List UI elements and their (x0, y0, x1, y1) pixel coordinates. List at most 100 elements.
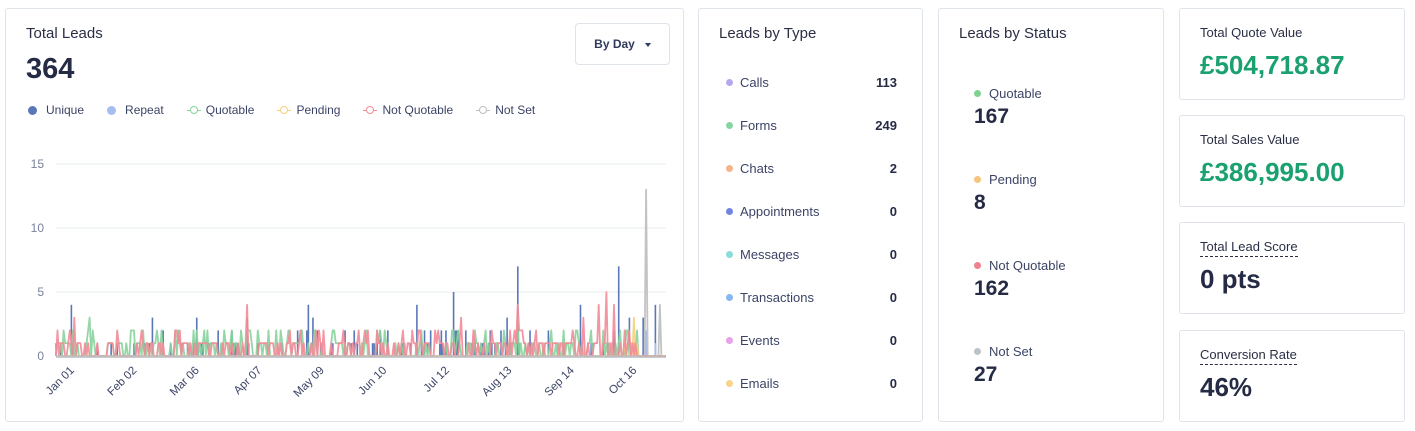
status-label: Quotable (989, 86, 1042, 101)
bar-repeat (645, 330, 648, 356)
bar-unique (491, 343, 493, 356)
total-leads-panel: Total Leads 364 By Day Unique Repeat Quo… (5, 8, 684, 422)
legend-item-not-set[interactable]: Not Set (476, 103, 535, 117)
status-label: Not Quotable (989, 258, 1066, 273)
legend-dot-icon (107, 105, 117, 115)
total-quote-value-label: Total Quote Value (1200, 25, 1303, 40)
total-sales-value-label: Total Sales Value (1200, 132, 1300, 147)
legend-item-quotable[interactable]: Quotable (186, 103, 255, 117)
type-row-forms: Forms 249 (726, 118, 897, 133)
line-not-set (56, 188, 666, 357)
x-tick-label: Aug 13 (480, 365, 514, 399)
chats-dot-icon (726, 165, 733, 172)
bar-unique (642, 317, 644, 356)
status-not-set: Not Set 27 (974, 344, 1032, 387)
y-tick-label: 5 (37, 285, 44, 299)
status-label: Pending (989, 172, 1037, 187)
total-leads-title: Total Leads (26, 25, 103, 42)
x-tick-label: Jul 12 (422, 365, 452, 395)
total-sales-value-card: Total Sales Value £386,995.00 (1179, 115, 1405, 207)
legend-dot-icon (28, 105, 37, 115)
bar-unique (429, 330, 432, 356)
status-quotable: Quotable 167 (974, 86, 1042, 129)
leads-by-type-title: Leads by Type (719, 25, 817, 42)
legend-item-pending[interactable]: Pending (277, 103, 340, 117)
type-label: Messages (740, 247, 800, 262)
bar-unique (590, 343, 592, 356)
type-row-chats: Chats 2 (726, 161, 897, 176)
legend-label: Repeat (125, 103, 164, 117)
total-lead-score-card: Total Lead Score 0 pts (1179, 222, 1405, 314)
type-label: Appointments (740, 204, 820, 219)
type-row-events: Events 0 (726, 333, 897, 348)
bar-unique (439, 343, 441, 356)
period-dropdown-button[interactable]: By Day (575, 23, 670, 65)
legend-label: Unique (46, 103, 85, 117)
conversion-rate-value: 46% (1200, 372, 1253, 402)
period-dropdown-label: By Day (594, 37, 635, 51)
conversion-rate-label[interactable]: Conversion Rate (1200, 347, 1297, 365)
type-row-calls: Calls 113 (726, 75, 897, 90)
messages-dot-icon (726, 251, 733, 258)
bar-unique (506, 317, 508, 356)
status-value: 162 (974, 277, 1010, 300)
bar-unique (613, 330, 615, 356)
bar-repeat (654, 343, 657, 356)
y-tick-label: 15 (31, 157, 45, 171)
transactions-dot-icon (726, 294, 733, 301)
total-quote-value: £504,718.87 (1200, 50, 1345, 80)
type-count: 249 (875, 118, 897, 133)
status-pending: Pending 8 (974, 172, 1037, 215)
y-tick-label: 0 (37, 349, 44, 363)
status-value: 27 (974, 363, 998, 386)
leads-by-type-panel: Leads by Type Calls 113 Forms 249 Chats 2 A… (698, 8, 923, 422)
type-row-emails: Emails 0 (726, 376, 897, 391)
chart-legend: Unique Repeat Quotable Pending Not Quota… (28, 103, 558, 117)
bar-unique (371, 343, 374, 356)
bar-unique (353, 330, 356, 356)
bar-unique (654, 304, 657, 356)
x-tick-label: Apr 07 (232, 365, 264, 397)
legend-item-unique[interactable]: Unique (28, 103, 84, 117)
status-value: 8 (974, 191, 986, 214)
legend-item-repeat[interactable]: Repeat (107, 103, 164, 117)
bar-unique (307, 304, 310, 356)
bar-unique (452, 292, 455, 356)
type-row-appointments: Appointments 0 (726, 204, 897, 219)
type-label: Events (740, 333, 780, 348)
legend-item-not-quotable[interactable]: Not Quotable (363, 103, 453, 117)
appointments-dot-icon (726, 208, 733, 215)
type-row-transactions: Transactions 0 (726, 290, 897, 305)
type-count: 2 (889, 161, 897, 176)
not-quotable-dot-icon (974, 262, 981, 269)
type-label: Transactions (740, 290, 814, 305)
status-label: Not Set (989, 344, 1033, 359)
bar-unique (617, 266, 620, 356)
legend-line-marker-icon (277, 105, 292, 115)
legend-line-marker-icon (363, 105, 378, 115)
legend-label: Quotable (205, 103, 255, 117)
total-lead-score-label[interactable]: Total Lead Score (1200, 239, 1298, 257)
type-label: Calls (740, 75, 769, 90)
legend-label: Pending (296, 103, 341, 117)
bar-unique (151, 317, 154, 356)
status-not-quotable: Not Quotable 162 (974, 258, 1066, 301)
not-set-dot-icon (974, 348, 981, 355)
type-label: Forms (740, 118, 777, 133)
x-tick-label: Jun 10 (356, 365, 389, 398)
type-label: Chats (740, 161, 774, 176)
y-tick-label: 10 (31, 221, 45, 235)
bar-unique (416, 304, 418, 356)
legend-label: Not Quotable (382, 103, 454, 117)
bar-unique (70, 304, 73, 356)
pending-dot-icon (974, 176, 981, 183)
bar-unique (376, 343, 378, 356)
bar-unique (579, 304, 582, 356)
x-tick-label: Mar 06 (168, 365, 202, 399)
bar-unique (217, 330, 219, 356)
calls-dot-icon (726, 79, 733, 86)
total-quote-value-card: Total Quote Value £504,718.87 (1179, 8, 1405, 100)
type-count: 0 (889, 290, 897, 305)
legend-line-marker-icon (476, 105, 491, 115)
quotable-dot-icon (974, 90, 981, 97)
